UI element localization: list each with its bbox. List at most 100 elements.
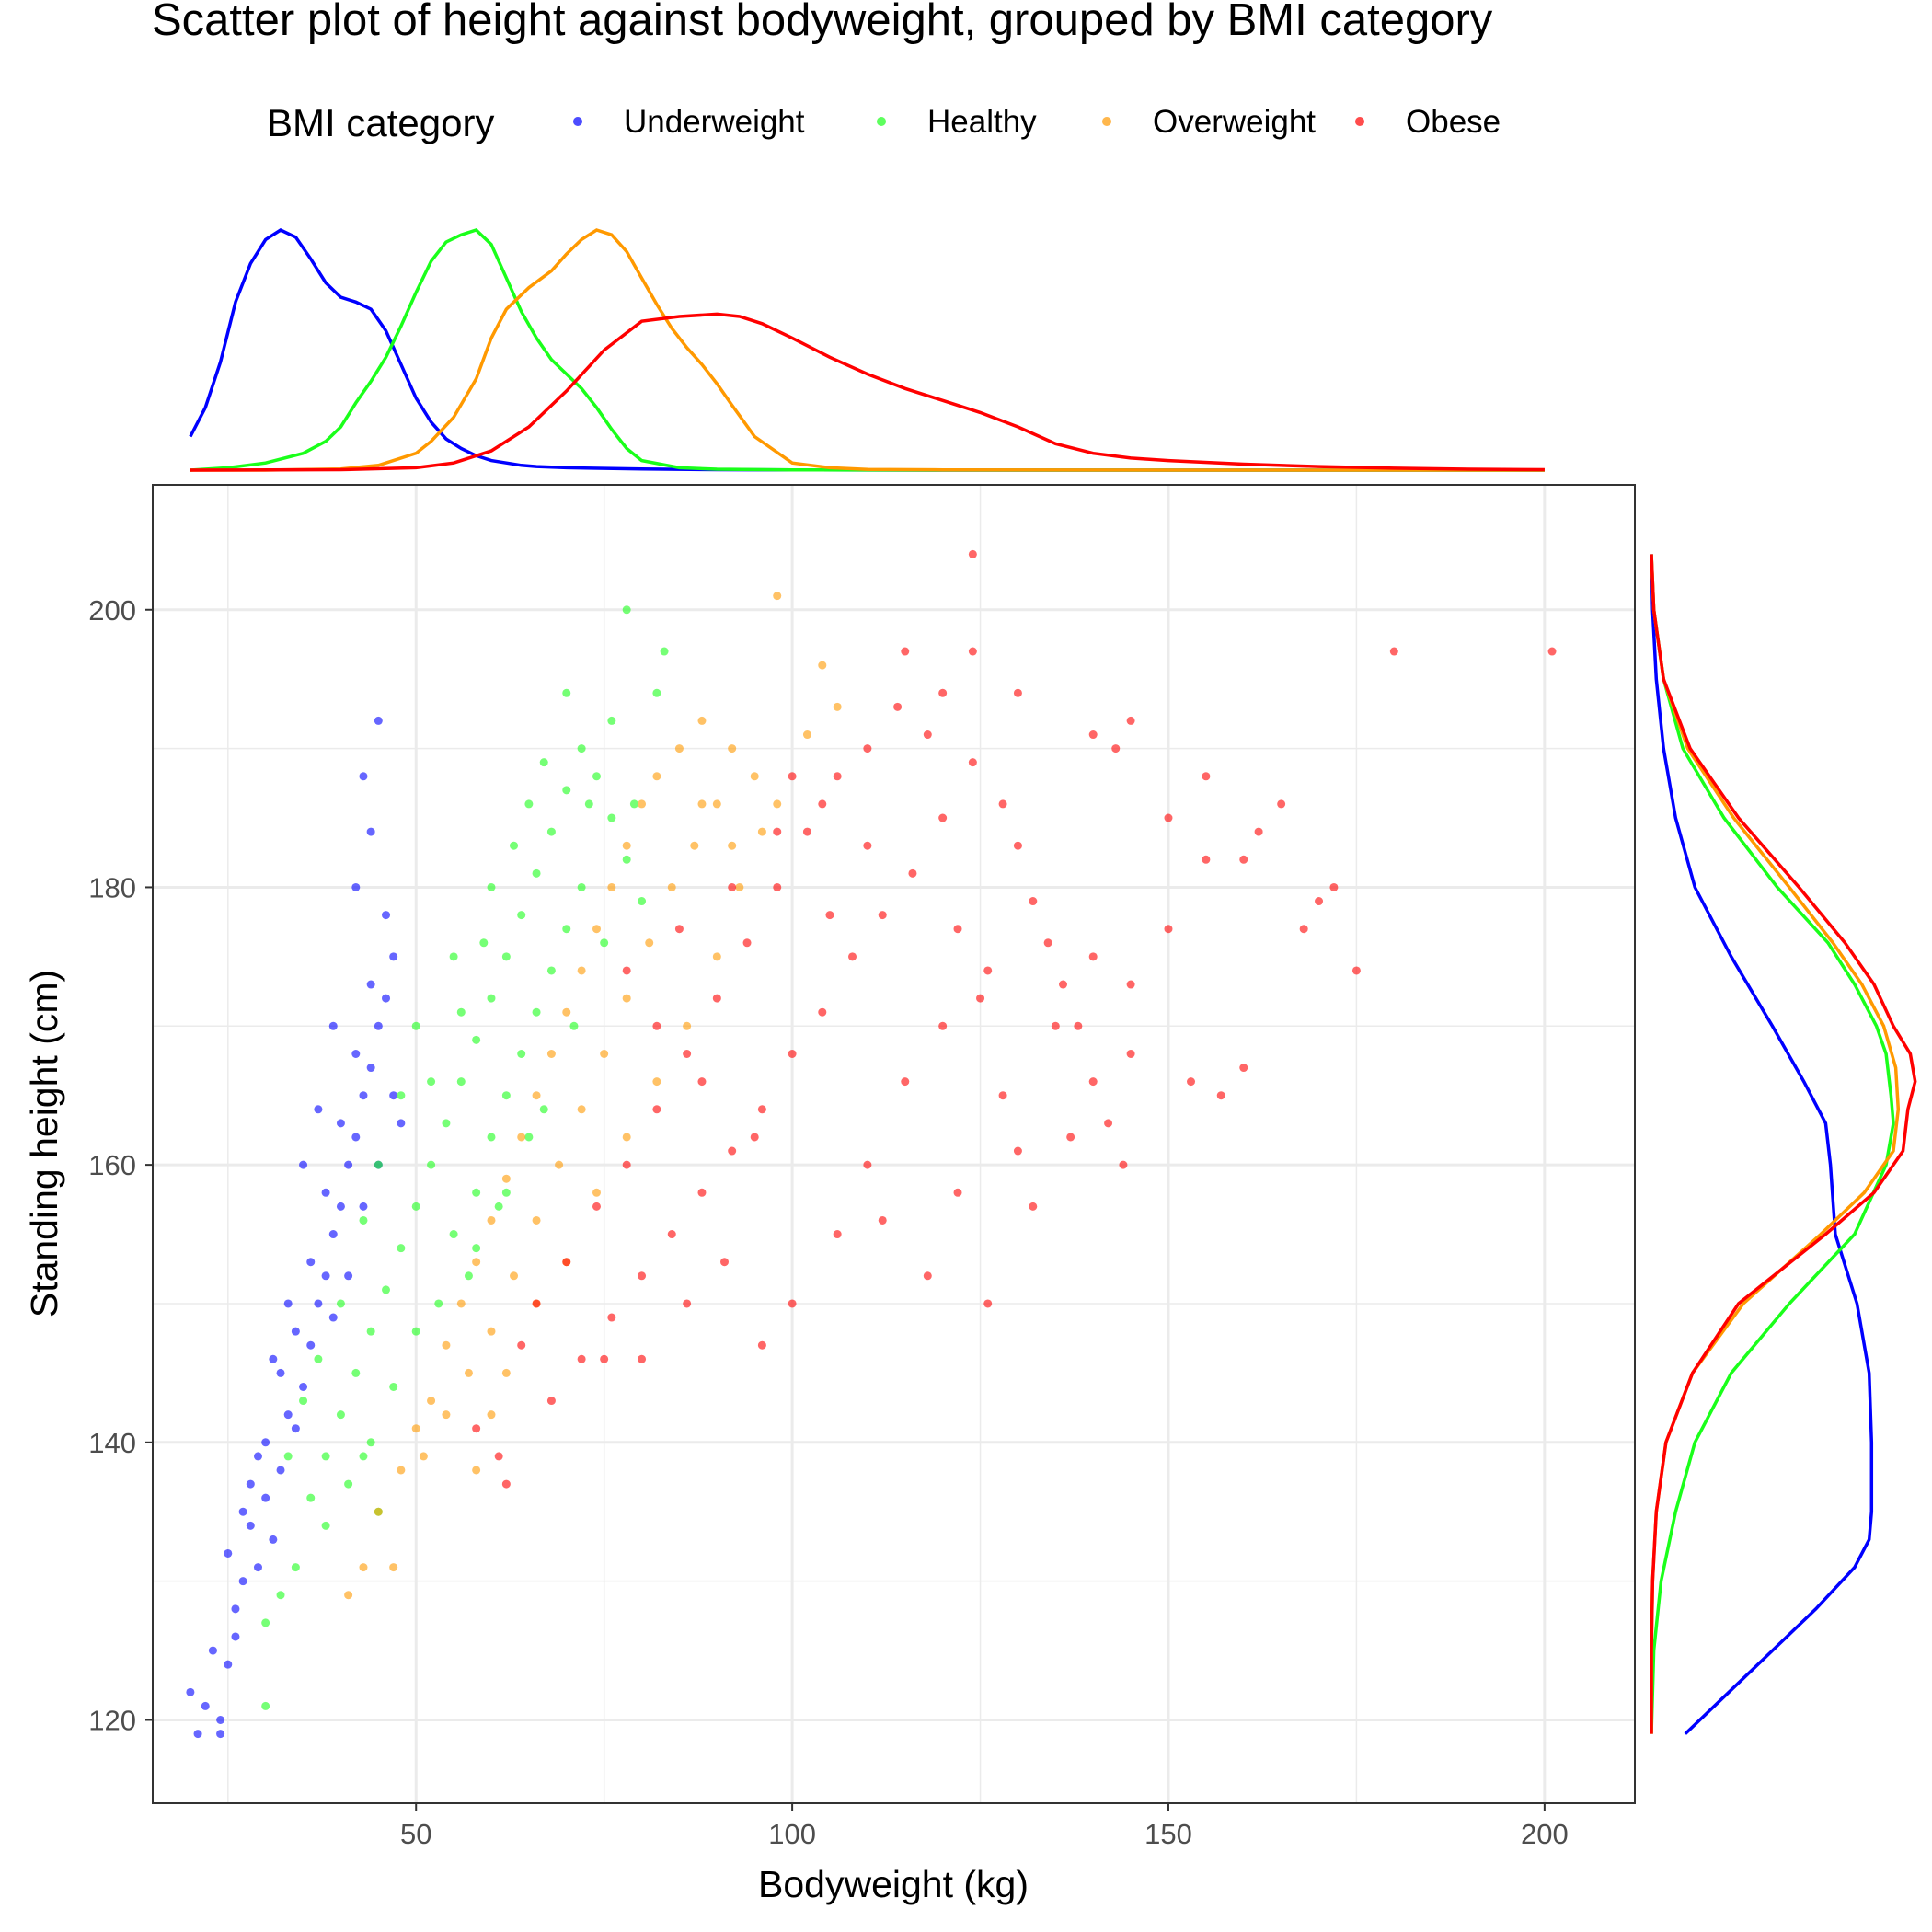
point-obese (908, 868, 917, 878)
point-obese (1202, 772, 1211, 781)
point-underweight (246, 1479, 255, 1489)
point-overweight (757, 827, 766, 836)
point-overweight (562, 1007, 571, 1017)
point-healthy (546, 966, 556, 975)
point-underweight (231, 1604, 240, 1614)
point-underweight (216, 1730, 225, 1739)
point-underweight (193, 1730, 202, 1739)
point-obese (757, 1340, 766, 1350)
point-healthy (344, 1479, 353, 1489)
point-healthy (517, 911, 526, 920)
point-overweight (607, 882, 616, 891)
point-underweight (276, 1466, 285, 1475)
point-healthy (456, 1077, 466, 1087)
point-obese (878, 1215, 887, 1225)
point-obese (622, 966, 631, 975)
point-overweight (750, 772, 759, 781)
point-healthy (546, 827, 556, 836)
legend-key-overweight (1102, 117, 1111, 126)
point-obese (953, 925, 962, 934)
point-underweight (299, 1160, 308, 1169)
point-obese (1126, 980, 1135, 989)
point-obese (607, 1313, 616, 1322)
point-overweight (712, 952, 721, 961)
point-obese (652, 1105, 661, 1114)
point-underweight (306, 1258, 316, 1267)
point-obese (976, 994, 985, 1003)
point-healthy (638, 897, 647, 906)
point-underweight (269, 1354, 278, 1363)
panel-border (152, 484, 1636, 1804)
point-overweight (411, 1424, 420, 1433)
right-density-panel (1650, 554, 1917, 1735)
y-tick-label: 160 (88, 1149, 136, 1181)
point-obese (1329, 882, 1339, 891)
point-overweight (487, 1215, 496, 1225)
point-obese (1058, 980, 1067, 989)
point-overweight (487, 1410, 496, 1420)
point-healthy (652, 688, 661, 697)
point-underweight (359, 1202, 368, 1211)
point-healthy (261, 1618, 270, 1627)
point-underweight (328, 1230, 338, 1239)
point-obese (1547, 647, 1557, 656)
legend-label-underweight: Underweight (624, 104, 805, 140)
point-healthy (524, 1133, 534, 1142)
point-obese (983, 966, 993, 975)
point-underweight (253, 1452, 262, 1461)
point-healthy (366, 1327, 375, 1336)
point-healthy (622, 605, 631, 615)
point-obese (1164, 925, 1173, 934)
point-underweight (382, 911, 391, 920)
point-healthy (539, 758, 548, 767)
point-healthy (660, 647, 669, 656)
point-healthy (592, 772, 601, 781)
point-overweight (487, 1327, 496, 1336)
point-healthy (389, 1382, 398, 1391)
point-obese (532, 1299, 541, 1308)
point-obese (968, 758, 977, 767)
point-underweight (224, 1660, 233, 1669)
y-tick-label: 120 (88, 1704, 136, 1736)
point-healthy (291, 1563, 300, 1572)
point-obese (622, 1160, 631, 1169)
point-overweight (592, 925, 601, 934)
point-healthy (321, 1452, 330, 1461)
x-axis-ticks: 50 100 150 200 (400, 1803, 1569, 1850)
point-obese (1126, 1049, 1135, 1058)
point-obese (1239, 1064, 1248, 1073)
x-tick-label: 50 (400, 1818, 431, 1850)
point-overweight (577, 966, 586, 975)
point-obese (938, 688, 948, 697)
top-density-overweight (190, 228, 1545, 472)
point-obese (788, 1299, 797, 1308)
point-overweight (600, 1049, 609, 1058)
point-obese (1126, 716, 1135, 725)
point-obese (750, 1133, 759, 1142)
point-overweight (652, 1077, 661, 1087)
point-healthy (442, 1119, 451, 1128)
point-obese (1277, 799, 1286, 809)
point-underweight (351, 1049, 361, 1058)
point-healthy (472, 1035, 481, 1044)
point-underweight (253, 1563, 262, 1572)
point-underweight (397, 1119, 406, 1128)
point-underweight (366, 980, 375, 989)
point-overweight (389, 1563, 398, 1572)
point-obese (1088, 1077, 1098, 1087)
legend-key-healthy (877, 117, 886, 126)
point-healthy (314, 1354, 323, 1363)
point-underweight (283, 1410, 293, 1420)
point-healthy (382, 1285, 391, 1294)
point-healthy (501, 1188, 511, 1197)
point-obese (1119, 1160, 1128, 1169)
point-obese (577, 1354, 586, 1363)
point-obese (773, 827, 782, 836)
point-obese (1051, 1021, 1060, 1030)
point-overweight (833, 702, 842, 711)
point-overweight (359, 1563, 368, 1572)
scatter-points (186, 549, 1557, 1739)
point-healthy (501, 1091, 511, 1100)
point-overweight (517, 1133, 526, 1142)
